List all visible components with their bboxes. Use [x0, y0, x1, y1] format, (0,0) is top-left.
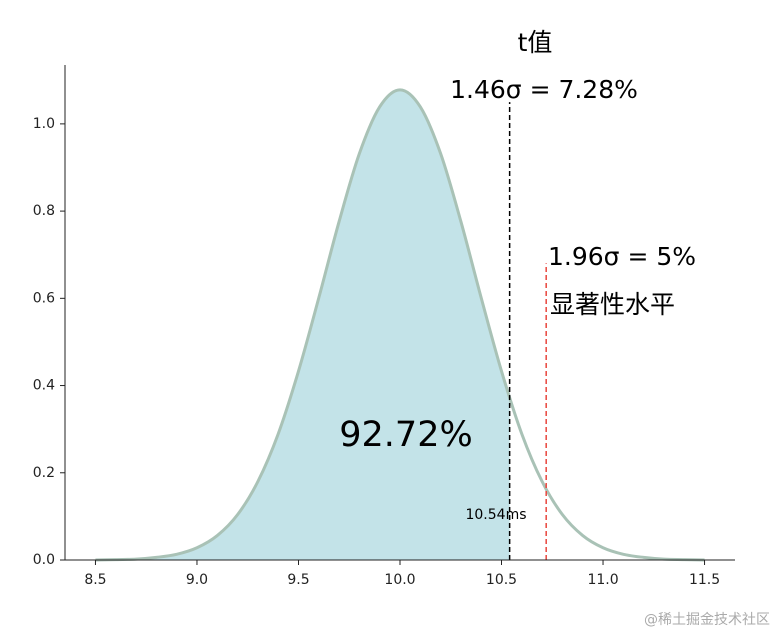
annotation: 92.72% — [339, 415, 472, 455]
annotation: 1.46σ = 7.28% — [450, 75, 638, 104]
x-tick-label: 11.5 — [689, 572, 720, 588]
y-tick-label: 0.4 — [33, 378, 55, 394]
watermark: @稀土掘金技术社区 — [644, 612, 770, 628]
annotation: 10.54ms — [465, 507, 526, 523]
plot: 0.0 0.2 0.4 0.6 0.8 1.0 8.5 9.0 9.5 10.0 10.5 11.0 1… — [33, 65, 735, 588]
area — [95, 89, 510, 560]
x-tick-label: 11.0 — [587, 572, 618, 588]
annotation: 1.96σ = 5% — [548, 242, 696, 271]
annotation: 显著性水平 — [550, 290, 675, 319]
y-tick-label: 0.2 — [33, 465, 55, 481]
curve — [95, 88, 705, 562]
x-tick-label: 10.5 — [486, 572, 517, 588]
y-tick-label: 1.0 — [33, 116, 55, 132]
y-tick-label: 0.8 — [33, 203, 55, 219]
y-tick-label: 0.0 — [33, 552, 55, 568]
x-tick-label: 8.5 — [84, 572, 106, 588]
y-tick-label: 0.6 — [33, 290, 55, 306]
x-tick-label: 9.5 — [287, 572, 309, 588]
annotation: t值 — [518, 28, 553, 57]
x-tick-label: 9.0 — [186, 572, 208, 588]
x-tick-label: 10.0 — [384, 572, 415, 588]
